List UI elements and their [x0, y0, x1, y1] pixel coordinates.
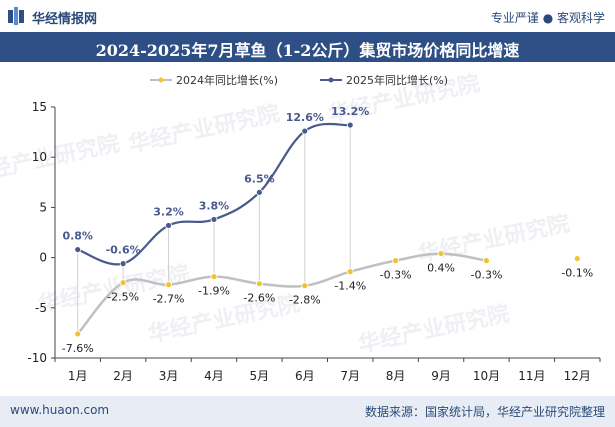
- series-point-2: [210, 216, 218, 223]
- top-bar: 华经情报网 专业严谨 ● 客观科学: [0, 0, 615, 32]
- data-label-2: 13.2%: [331, 105, 369, 118]
- data-label-1: -2.5%: [107, 291, 139, 304]
- x-tick-label: 9月: [431, 369, 451, 383]
- series-point-1: [437, 250, 445, 257]
- series-point-2: [346, 121, 354, 129]
- data-label-1: 0.4%: [427, 262, 455, 275]
- title-bar: 2024-2025年7月草鱼（1-2公斤）集贸市场价格同比增速: [0, 32, 615, 62]
- data-label-1: -2.7%: [153, 293, 185, 306]
- data-label-1: -7.6%: [62, 342, 94, 355]
- x-tick-label: 5月: [250, 369, 270, 383]
- data-label-1: -1.9%: [198, 285, 230, 298]
- series-point-1: [392, 257, 400, 265]
- series-point-1: [483, 257, 490, 265]
- watermark-text: 华经产业研究院: [126, 100, 282, 157]
- tagline: 专业严谨 ● 客观科学: [490, 11, 605, 25]
- series-point-1: [210, 273, 218, 281]
- y-tick-label: 15: [32, 100, 47, 114]
- y-tick-label: 0: [39, 251, 47, 265]
- series-point-1: [255, 280, 263, 288]
- huajing-logo-icon: [8, 7, 24, 25]
- series-point-1: [573, 255, 581, 263]
- data-label-1: -0.1%: [561, 267, 593, 280]
- series-point-2: [74, 246, 82, 253]
- y-tick-label: -5: [35, 301, 47, 315]
- x-tick-label: 10月: [473, 369, 500, 383]
- x-tick-label: 8月: [386, 369, 406, 383]
- y-tick-label: 10: [32, 150, 47, 164]
- legend-label-1: 2024年同比增长(%): [176, 73, 278, 87]
- data-label-2: 0.8%: [62, 230, 93, 243]
- data-label-1: -1.4%: [334, 280, 366, 293]
- data-label-2: 12.6%: [286, 111, 324, 124]
- x-tick-label: 6月: [295, 369, 315, 383]
- legend-label-2: 2025年同比增长(%): [346, 73, 448, 87]
- website-url: www.huaon.com: [10, 403, 110, 417]
- data-label-2: 6.5%: [244, 172, 275, 185]
- series-point-2: [165, 222, 172, 229]
- x-tick-label: 2月: [113, 369, 133, 383]
- data-label-2: -0.6%: [106, 244, 141, 257]
- data-label-1: -2.8%: [289, 294, 321, 307]
- data-label-1: -0.3%: [380, 269, 412, 282]
- series-point-2: [119, 260, 127, 268]
- chart-title: 2024-2025年7月草鱼（1-2公斤）集贸市场价格同比增速: [95, 41, 520, 60]
- footer-bar: www.huaon.com 数据来源：国家统计局，华经产业研究院整理: [0, 396, 615, 427]
- x-tick-label: 1月: [68, 369, 88, 383]
- watermark-text: 华经产业研究院: [356, 300, 512, 357]
- series-point-2: [301, 127, 309, 135]
- series-point-1: [165, 281, 172, 289]
- series-line-1: [76, 252, 487, 335]
- x-tick-label: 7月: [340, 369, 360, 383]
- y-tick-label: -10: [27, 351, 47, 365]
- legend-marker-1: [158, 77, 164, 83]
- x-tick-label: 4月: [204, 369, 224, 383]
- drop-lines: [77, 125, 351, 334]
- brand-name: 华经情报网: [32, 12, 98, 27]
- watermark-text: 华经产业研究院: [0, 130, 122, 187]
- data-labels: -7.6% -2.5% -2.7% -1.9% -2.6% -2.8% -1.4% -0.3%…: [62, 105, 594, 355]
- series-layer: [74, 121, 581, 338]
- data-source: 数据来源：国家统计局，华经产业研究院整理: [364, 405, 605, 419]
- data-label-2: 3.2%: [153, 205, 184, 218]
- legend: 2024年同比增长(%) 2025年同比增长(%): [150, 73, 448, 87]
- legend-marker-2: [328, 77, 334, 83]
- x-tick-label: 11月: [518, 369, 545, 383]
- series-point-1: [346, 268, 354, 276]
- y-tick-label: 5: [39, 200, 47, 214]
- data-label-2: 3.8%: [199, 199, 230, 212]
- data-label-1: -0.3%: [470, 269, 502, 282]
- data-label-1: -2.6%: [243, 292, 275, 305]
- watermark-text: 华经产业研究院: [416, 210, 572, 267]
- x-tick-label: 3月: [159, 369, 179, 383]
- series-point-1: [119, 279, 127, 287]
- axes: 15 10 5 0 -5 -10 1月 2月 3月 4月 5月 6月 7月 8月 9月 10月 11月 12月: [27, 100, 601, 383]
- series-point-1: [301, 282, 309, 290]
- x-tick-label: 12月: [564, 369, 591, 383]
- series-point-2: [255, 188, 263, 196]
- series-point-1: [74, 330, 82, 338]
